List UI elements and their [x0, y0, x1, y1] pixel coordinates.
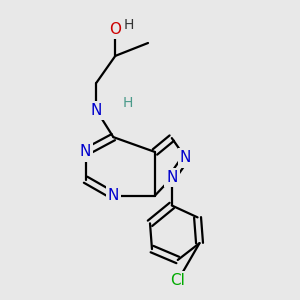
Text: N: N — [80, 145, 91, 160]
Text: Cl: Cl — [170, 273, 185, 288]
Text: N: N — [108, 188, 119, 203]
Text: N: N — [180, 150, 191, 165]
Text: N: N — [91, 103, 102, 118]
Text: H: H — [124, 18, 134, 32]
Text: H: H — [123, 96, 134, 110]
Text: O: O — [109, 22, 121, 37]
Text: N: N — [166, 170, 178, 185]
